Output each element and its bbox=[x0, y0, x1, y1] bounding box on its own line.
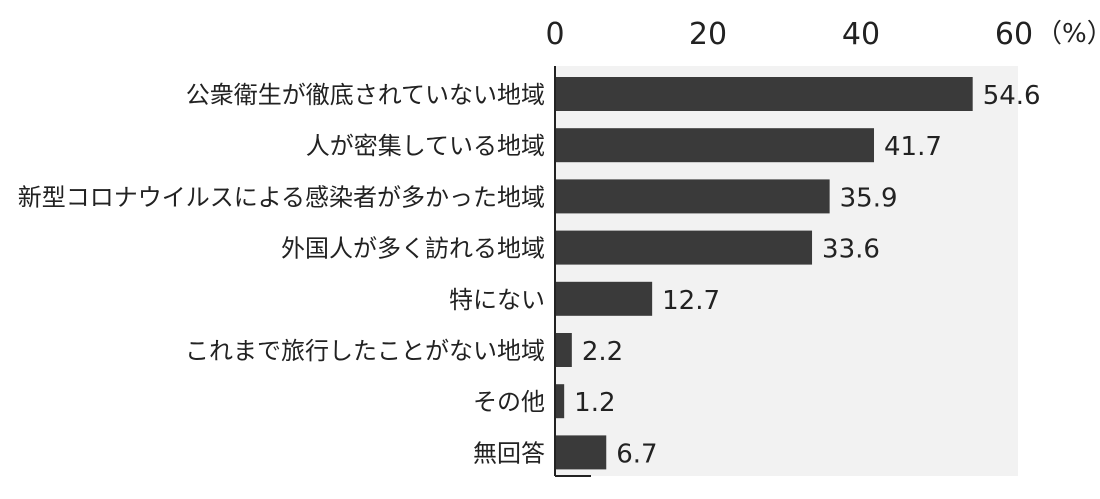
category-label-4: 特にない bbox=[449, 286, 545, 314]
category-label-2: 新型コロナウイルスによる感染者が多かった地域 bbox=[18, 183, 545, 211]
bar-6 bbox=[555, 384, 565, 419]
value-label-1: 41.7 bbox=[884, 132, 942, 162]
bar-4 bbox=[555, 281, 653, 316]
plot-background bbox=[555, 66, 1018, 476]
category-label-0: 公衆衛生が徹底されていない地域 bbox=[186, 81, 545, 109]
bar-1 bbox=[555, 128, 875, 163]
bars bbox=[555, 77, 973, 470]
x-tick-label-1: 20 bbox=[689, 17, 727, 52]
bar-2 bbox=[555, 179, 830, 214]
category-labels: 公衆衛生が徹底されていない地域人が密集している地域新型コロナウイルスによる感染者… bbox=[18, 81, 545, 467]
bar-7 bbox=[555, 435, 607, 470]
value-label-3: 33.6 bbox=[822, 235, 880, 265]
category-label-7: 無回答 bbox=[473, 439, 545, 467]
value-label-7: 6.7 bbox=[616, 439, 657, 469]
bar-5 bbox=[555, 333, 572, 367]
x-axis-ticks: 0 20 40 60 bbox=[545, 17, 1033, 52]
x-tick-label-3: 60 bbox=[995, 17, 1033, 52]
x-tick-label-2: 40 bbox=[842, 17, 880, 52]
value-label-6: 1.2 bbox=[574, 388, 615, 418]
category-label-6: その他 bbox=[473, 388, 545, 416]
bar-3 bbox=[555, 230, 813, 265]
bar-0 bbox=[555, 77, 973, 111]
x-tick-label-0: 0 bbox=[545, 17, 564, 52]
value-label-0: 54.6 bbox=[983, 81, 1041, 111]
value-labels: 54.6 41.7 35.9 33.6 12.7 2.2 1.26.7 bbox=[574, 81, 1040, 469]
value-label-2: 35.9 bbox=[840, 183, 898, 213]
category-label-5: これまで旅行したことがない地域 bbox=[185, 337, 545, 365]
category-label-1: 人が密集している地域 bbox=[306, 132, 545, 160]
value-label-5: 2.2 bbox=[582, 337, 623, 367]
x-axis-unit-label: （%） bbox=[1036, 19, 1100, 49]
category-label-3: 外国人が多く訪れる地域 bbox=[281, 235, 545, 263]
value-label-4: 12.7 bbox=[662, 286, 720, 316]
